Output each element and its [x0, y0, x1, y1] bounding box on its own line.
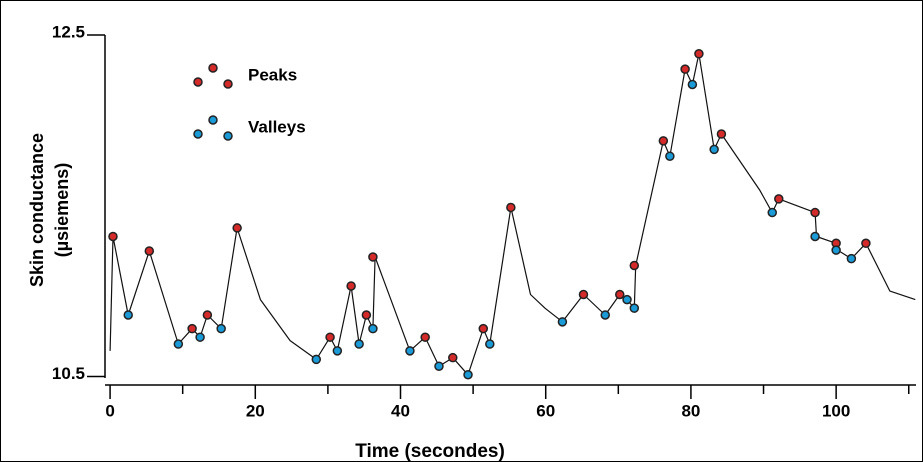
data-point [600, 310, 610, 320]
legend-label: Peaks [248, 65, 297, 84]
legend-marker [223, 131, 233, 141]
data-point [346, 281, 356, 291]
data-point [831, 245, 841, 255]
x-tick-label: 20 [246, 401, 265, 420]
data-line [109, 53, 916, 376]
data-point [448, 352, 458, 363]
y-axis-label: Skin conductance [27, 133, 47, 287]
data-point [195, 332, 205, 342]
data-point [325, 332, 335, 342]
data-point [615, 289, 625, 300]
data-point [485, 339, 495, 349]
data-point [332, 346, 343, 356]
data-point [506, 202, 516, 213]
data-point [202, 310, 213, 320]
x-tick-label: 40 [391, 401, 410, 420]
data-point [774, 194, 784, 204]
y-tick-label: 10.5 [52, 364, 85, 383]
data-point [694, 49, 704, 59]
data-point [709, 144, 719, 155]
data-point [767, 207, 777, 218]
y-axis-label: (µsiemens) [52, 163, 72, 257]
data-point [680, 64, 690, 74]
data-point [187, 323, 197, 334]
data-point [622, 294, 632, 305]
data-point [665, 151, 675, 161]
x-tick-label: 0 [105, 401, 114, 420]
data-point [144, 246, 155, 256]
data-point [861, 238, 871, 249]
data-point [463, 370, 473, 380]
data-point [361, 310, 372, 320]
data-point [716, 129, 727, 139]
data-point [123, 310, 133, 320]
data-point [629, 303, 640, 313]
x-tick-label: 60 [536, 401, 555, 420]
y-tick-label: 12.5 [52, 22, 85, 41]
data-point [108, 231, 118, 242]
data-point [405, 346, 415, 356]
legend-marker [208, 115, 218, 125]
data-point [368, 252, 378, 262]
data-point [173, 339, 184, 349]
data-point [232, 223, 242, 233]
data-point [368, 323, 378, 334]
legend-marker [223, 79, 233, 89]
data-point [846, 253, 857, 264]
legend-marker [208, 63, 218, 73]
data-point [420, 332, 430, 342]
data-point [810, 207, 820, 218]
data-point [557, 317, 568, 327]
legend-marker [193, 129, 203, 139]
x-tick-label: 80 [681, 401, 700, 420]
data-point [810, 231, 820, 242]
data-point [354, 339, 364, 349]
legend-marker [193, 77, 203, 87]
data-point [216, 323, 226, 334]
x-tick-label: 100 [822, 401, 850, 420]
x-axis-label: Time (secondes) [355, 441, 505, 462]
data-point [434, 361, 444, 371]
data-point [578, 289, 589, 300]
legend-label: Valleys [248, 117, 306, 136]
data-point [687, 79, 698, 90]
data-point [478, 323, 489, 334]
data-point [658, 136, 669, 146]
data-point [311, 354, 322, 365]
data-point [629, 260, 640, 271]
